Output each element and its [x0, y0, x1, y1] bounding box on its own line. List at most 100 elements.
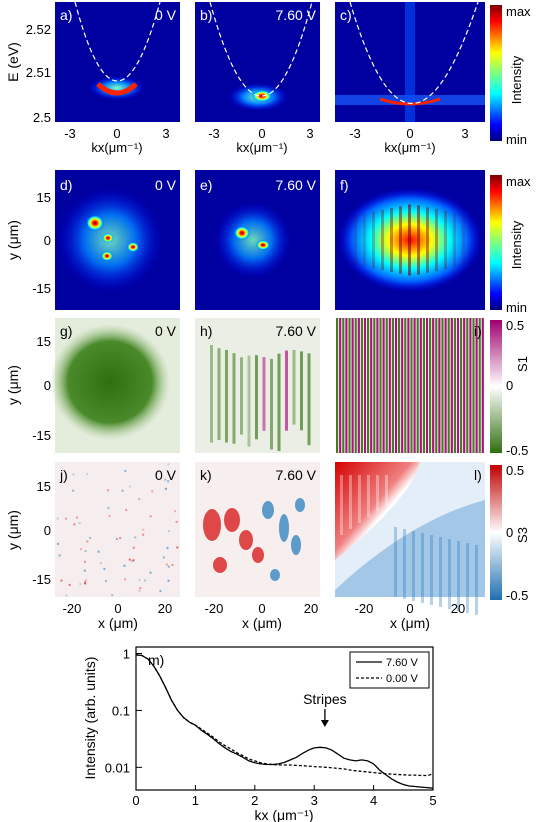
row1-ylabel: E (eV)	[5, 42, 21, 82]
panel-j-speckle	[151, 490, 154, 493]
panel-j-speckle	[128, 558, 131, 561]
panel-a-emission	[96, 82, 138, 96]
panel-a-xlabel: kx(μm⁻¹)	[91, 140, 142, 155]
row1-colorbar-min: min	[506, 132, 527, 147]
panel-j-speckle	[84, 581, 87, 584]
panel-f-fringe	[417, 205, 420, 275]
panel-i-stripe-neg	[404, 318, 407, 453]
panel-i-stripe-pos	[469, 318, 472, 453]
panel-g-tag: g)	[60, 323, 72, 339]
panel-b-tag: b)	[200, 7, 212, 23]
row3-ytick-2: 0	[44, 378, 51, 393]
panel-m-ticks: 0 1 2 3 4 5 1 0.1 0.01	[105, 646, 437, 808]
panel-a-bg	[55, 2, 180, 122]
legend-box	[349, 651, 430, 689]
panel-h-fringe	[262, 357, 266, 431]
panel-i-stripe-neg	[398, 318, 401, 453]
panel-j-speckle	[84, 550, 87, 553]
panel-i-stripe-neg	[391, 318, 394, 453]
row2-colorbar: max min Intensity	[490, 174, 531, 315]
panel-h-fringe	[240, 357, 243, 435]
panel-i-stripe-neg	[379, 318, 382, 453]
panel-f-fringe	[381, 209, 384, 271]
panel-j-speckle	[99, 562, 102, 565]
panel-j-speckle	[76, 516, 79, 519]
panel-i-stripe-pos	[444, 318, 447, 453]
row3-colorbar: 0.5 0 -0.5 S1	[490, 318, 530, 458]
panel-l-xtick-2: 0	[406, 601, 413, 616]
row3-colorbar-tick-3: -0.5	[506, 443, 528, 458]
panel-j-speckle	[72, 489, 75, 492]
panel-i-stripe-pos	[370, 318, 373, 453]
panel-l-fringe	[457, 541, 460, 611]
panel-e: e) 7.60 V	[195, 170, 320, 310]
stripes-arrow-head	[320, 720, 329, 727]
panel-i-stripe-pos	[425, 318, 429, 453]
row4-colorbar-tick-3: -0.5	[506, 588, 528, 603]
panel-l-fringe	[421, 533, 424, 603]
panel-i-stripe-pos	[438, 318, 441, 453]
panel-j-xtick-1: -20	[63, 601, 82, 616]
panel-i-stripe-neg	[478, 318, 481, 453]
panel-i-stripe-pos	[388, 318, 391, 453]
panel-j-speckle	[97, 550, 100, 553]
panel-a-voltage: 0 V	[155, 7, 177, 23]
panel-l-red-region	[335, 462, 420, 560]
panel-j-speckle	[162, 556, 165, 559]
panel-i-stripe-pos	[407, 318, 410, 453]
panel-h-fringe	[292, 349, 296, 425]
panel-b-xlabel: kx(μm⁻¹)	[236, 140, 287, 155]
panel-j-speckle	[58, 554, 61, 557]
panel-f-fringe	[390, 208, 393, 272]
panel-k-xtick-2: 0	[258, 601, 265, 616]
panel-j-speckle	[86, 473, 89, 476]
panel-c-xtick-1: -3	[349, 126, 361, 141]
row2-ytick-2: 0	[44, 233, 51, 248]
panel-j-speckle	[56, 517, 59, 520]
row1-ytick-3: 2.5	[33, 110, 51, 125]
panel-i-stripe-pos	[394, 318, 398, 453]
panel-f-fringe	[408, 204, 411, 276]
panel-j-speckle	[142, 528, 145, 531]
panel-j-speckle	[104, 580, 107, 583]
panel-l-fringe	[466, 543, 469, 613]
panel-d-spot-1	[86, 215, 104, 231]
panel-l-fringe	[367, 475, 370, 517]
panel-f-fringe	[399, 206, 402, 274]
panel-j-speckle	[89, 537, 92, 540]
panel-f-fringes	[354, 204, 465, 276]
panel-h-fringe	[232, 353, 236, 444]
row4-ytick-2: 0	[44, 523, 51, 538]
row3-colorbar-tick-2: 0	[506, 378, 513, 393]
panel-i-stripe-pos	[456, 318, 460, 453]
panel-j-speckle	[84, 579, 87, 582]
panel-l-fringe	[394, 527, 397, 597]
row1-colorbar-label: Intensity	[509, 55, 524, 104]
panel-k-domain	[224, 508, 240, 532]
row1-axes: E (eV) 2.52 2.51 2.5 -3 0 3 kx(μm⁻¹) -3 …	[5, 22, 469, 155]
panel-j-speckle	[121, 489, 124, 492]
panel-m-ylabel: Intensity (arb. units)	[82, 657, 98, 780]
panel-h-fringe	[247, 355, 251, 447]
panel-b-parabola	[209, 1, 313, 97]
panel-i-stripe-neg	[460, 318, 463, 453]
panel-i-stripe-neg	[342, 318, 345, 453]
panel-c-parabola	[349, 1, 479, 104]
panel-j-speckle	[60, 579, 63, 582]
panel-j-speckle	[176, 546, 179, 549]
panel-m-xtick-label: 4	[370, 793, 377, 808]
panel-j-speckle	[144, 579, 147, 582]
panel-j-speckle	[138, 589, 141, 592]
panel-i-stripe-neg	[360, 318, 363, 453]
panel-i-stripe-pos	[363, 318, 367, 453]
panel-k-domain	[291, 535, 301, 555]
panel-i-stripe-neg	[466, 318, 469, 453]
panel-j-speckle	[73, 523, 76, 526]
panel-j-speckle	[132, 546, 135, 549]
row2-colorbar-min: min	[506, 300, 527, 315]
panel-m-ytick-label: 0.1	[112, 703, 130, 718]
panel-i-stripe-neg	[441, 318, 444, 453]
panel-j-xlabel: x (μm)	[98, 615, 138, 631]
panel-i-tag: i)	[474, 323, 482, 339]
panel-j-speckle	[167, 463, 170, 466]
